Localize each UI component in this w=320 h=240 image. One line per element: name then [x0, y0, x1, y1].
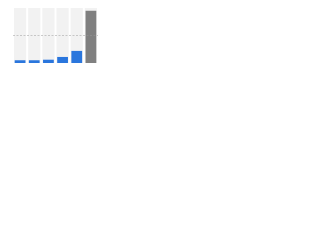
- bar: [28, 60, 40, 63]
- bar: [43, 59, 54, 63]
- bar: [71, 50, 83, 63]
- chart: [13, 8, 98, 63]
- bar: [57, 56, 68, 63]
- bar: [14, 60, 26, 63]
- bar: [85, 10, 97, 63]
